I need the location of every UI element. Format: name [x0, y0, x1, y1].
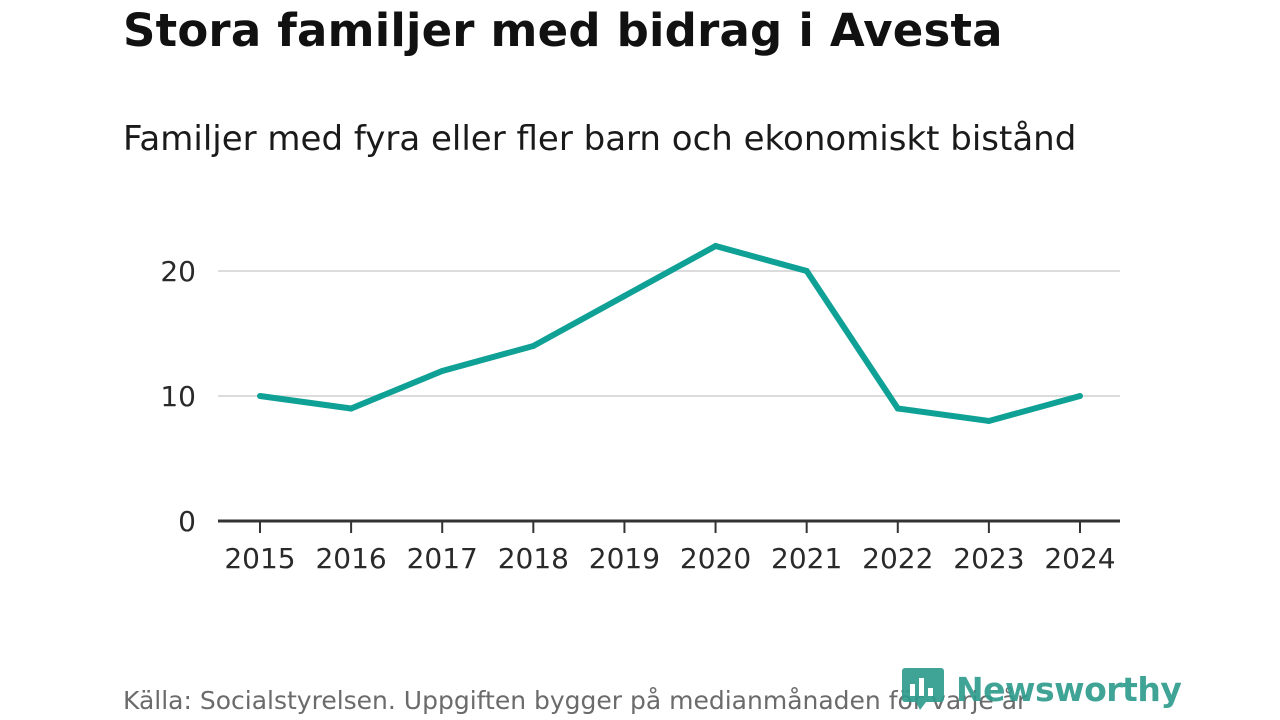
data-point-2022 — [894, 405, 901, 412]
series-line — [259, 242, 1081, 425]
data-point-2018 — [530, 343, 537, 349]
x-tick-label: 2016 — [315, 542, 386, 575]
gridlines — [218, 270, 1120, 397]
y-tick-label: 20 — [160, 255, 196, 288]
data-point-2021 — [803, 268, 810, 274]
x-tick-label: 2018 — [498, 542, 569, 575]
data-point-2024 — [1077, 393, 1083, 399]
y-tick-label: 10 — [160, 380, 196, 413]
x-tick-labels: 2015 2016 2017 2018 2019 2020 2021 2022 2023 2024 — [224, 542, 1115, 575]
data-point-2016 — [348, 405, 355, 412]
brand-logo: Newsworthy — [902, 668, 1182, 710]
newsworthy-logo-icon — [902, 668, 944, 710]
data-point-2020 — [712, 243, 719, 249]
x-tick-label: 2021 — [771, 542, 842, 575]
x-axis — [218, 519, 1120, 533]
x-tick-label: 2022 — [862, 542, 933, 575]
x-tick-label: 2023 — [953, 542, 1024, 575]
brand-name: Newsworthy — [956, 669, 1182, 709]
y-axis: 0 10 20 — [160, 255, 196, 538]
x-tick-label: 2017 — [407, 542, 478, 575]
data-point-2017 — [439, 368, 446, 374]
chart-subtitle: Familjer med fyra eller fler barn och ek… — [123, 119, 1077, 159]
source-note: Källa: Socialstyrelsen. Uppgiften bygger… — [123, 686, 1028, 715]
x-tick-label: 2019 — [589, 542, 660, 575]
x-tick-label: 2020 — [680, 542, 751, 575]
x-tick-label: 2015 — [224, 542, 295, 575]
x-tick-label: 2024 — [1044, 542, 1115, 575]
y-tick-label: 0 — [178, 505, 196, 538]
chart-title: Stora familjer med bidrag i Avesta — [123, 4, 1003, 57]
data-point-2023 — [985, 418, 992, 424]
data-point-2019 — [621, 293, 628, 299]
series-layer — [257, 242, 1083, 425]
data-point-2015 — [257, 393, 263, 399]
